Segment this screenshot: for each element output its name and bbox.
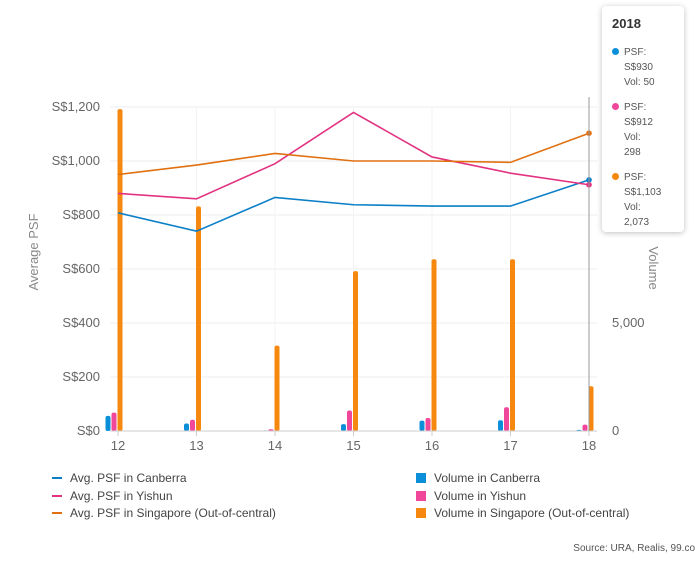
tooltip-text: Vol: [624, 132, 641, 143]
y-right-tick-label: 5,000 [612, 315, 645, 330]
x-tick-label: 18 [582, 438, 596, 453]
tooltip-text: S$1,103 [624, 187, 662, 198]
hover-tooltip: 2018 PSF: S$930 Vol: 50 PSF: S$912 Vol: … [602, 6, 684, 232]
tooltip-text: 298 [624, 147, 641, 158]
volume-bar [510, 259, 515, 431]
bar-swatch-icon [416, 473, 426, 483]
tooltip-text: Vol: 50 [624, 77, 655, 88]
tooltip-title: 2018 [612, 16, 641, 31]
volume-bar [588, 386, 594, 431]
x-tick-label: 12 [111, 438, 125, 453]
volume-bar [196, 206, 201, 431]
volume-bar [105, 415, 111, 431]
y-left-tick-label: S$800 [62, 207, 100, 222]
volume-bar [274, 345, 280, 431]
canberra-dot-icon [612, 48, 619, 55]
y-left-tick-label: S$1,200 [52, 99, 100, 114]
volume-bar [341, 424, 346, 431]
y-left-tick-label: S$400 [62, 315, 100, 330]
legend-label: Volume in Canberra [434, 471, 541, 485]
bar-swatch-icon [416, 508, 426, 518]
volume-bar [582, 424, 588, 431]
line-swatch-icon [52, 495, 62, 497]
x-tick-label: 15 [346, 438, 360, 453]
volume-bar [504, 407, 509, 431]
x-tick-label: 13 [189, 438, 203, 453]
legend-label: Avg. PSF in Yishun [70, 489, 173, 503]
volume-bar [184, 423, 189, 431]
psf-line [117, 179, 590, 233]
y-left-tick-label: S$200 [62, 369, 100, 384]
psf-lines [117, 111, 592, 233]
volume-bar [498, 420, 503, 431]
tooltip-text: 2,073 [624, 217, 650, 228]
y-axis-right-title: Volume [646, 246, 661, 289]
legend-label: Avg. PSF in Singapore (Out-of-central) [70, 506, 276, 520]
line-swatch-icon [52, 477, 62, 479]
source-note: Source: URA, Realis, 99.co [573, 543, 695, 554]
y-right-tick-label: 0 [612, 423, 619, 438]
psf-line [117, 111, 590, 200]
volume-bar [347, 410, 352, 431]
y-left-tick-label: S$1,000 [52, 153, 100, 168]
legend-label: Volume in Yishun [434, 489, 527, 503]
tooltip-item: PSF: S$912 Vol: 298 [612, 100, 676, 160]
tooltip-text: Vol: [624, 202, 641, 213]
tooltip-text: S$930 [624, 62, 653, 73]
volume-bar [419, 420, 425, 431]
x-tick-label: 17 [503, 438, 517, 453]
x-tick-label: 14 [268, 438, 282, 453]
y-left-tick-label: S$0 [77, 423, 100, 438]
legend-label: Avg. PSF in Canberra [70, 471, 187, 485]
y-left-tick-label: S$600 [62, 261, 100, 276]
volume-bars [105, 109, 594, 431]
tooltip-text: PSF: [624, 47, 647, 58]
singapore-dot-icon [612, 173, 619, 180]
y-axis-left-title: Average PSF [26, 213, 41, 290]
tooltip-item: PSF: S$1,103 Vol: 2,073 [612, 170, 676, 230]
volume-bar [353, 271, 358, 431]
volume-bar [425, 418, 431, 431]
line-swatch-icon [52, 512, 62, 514]
volume-bar [111, 412, 117, 431]
axes: S$0 S$200 S$400 S$600 S$800 S$1,000 S$1,200 0 5,… [52, 97, 645, 453]
volume-bar [190, 419, 195, 431]
bar-swatch-icon [416, 491, 426, 501]
tooltip-text: S$912 [624, 117, 653, 128]
x-tick-label: 16 [425, 438, 439, 453]
tooltip-item: PSF: S$930 Vol: 50 [612, 45, 676, 90]
volume-bar [117, 109, 123, 431]
tooltip-text: PSF: [624, 172, 647, 183]
volume-bar [431, 259, 437, 431]
psf-line [117, 132, 590, 176]
tooltip-text: PSF: [624, 102, 647, 113]
yishun-dot-icon [612, 103, 619, 110]
legend-label: Volume in Singapore (Out-of-central) [434, 506, 630, 520]
